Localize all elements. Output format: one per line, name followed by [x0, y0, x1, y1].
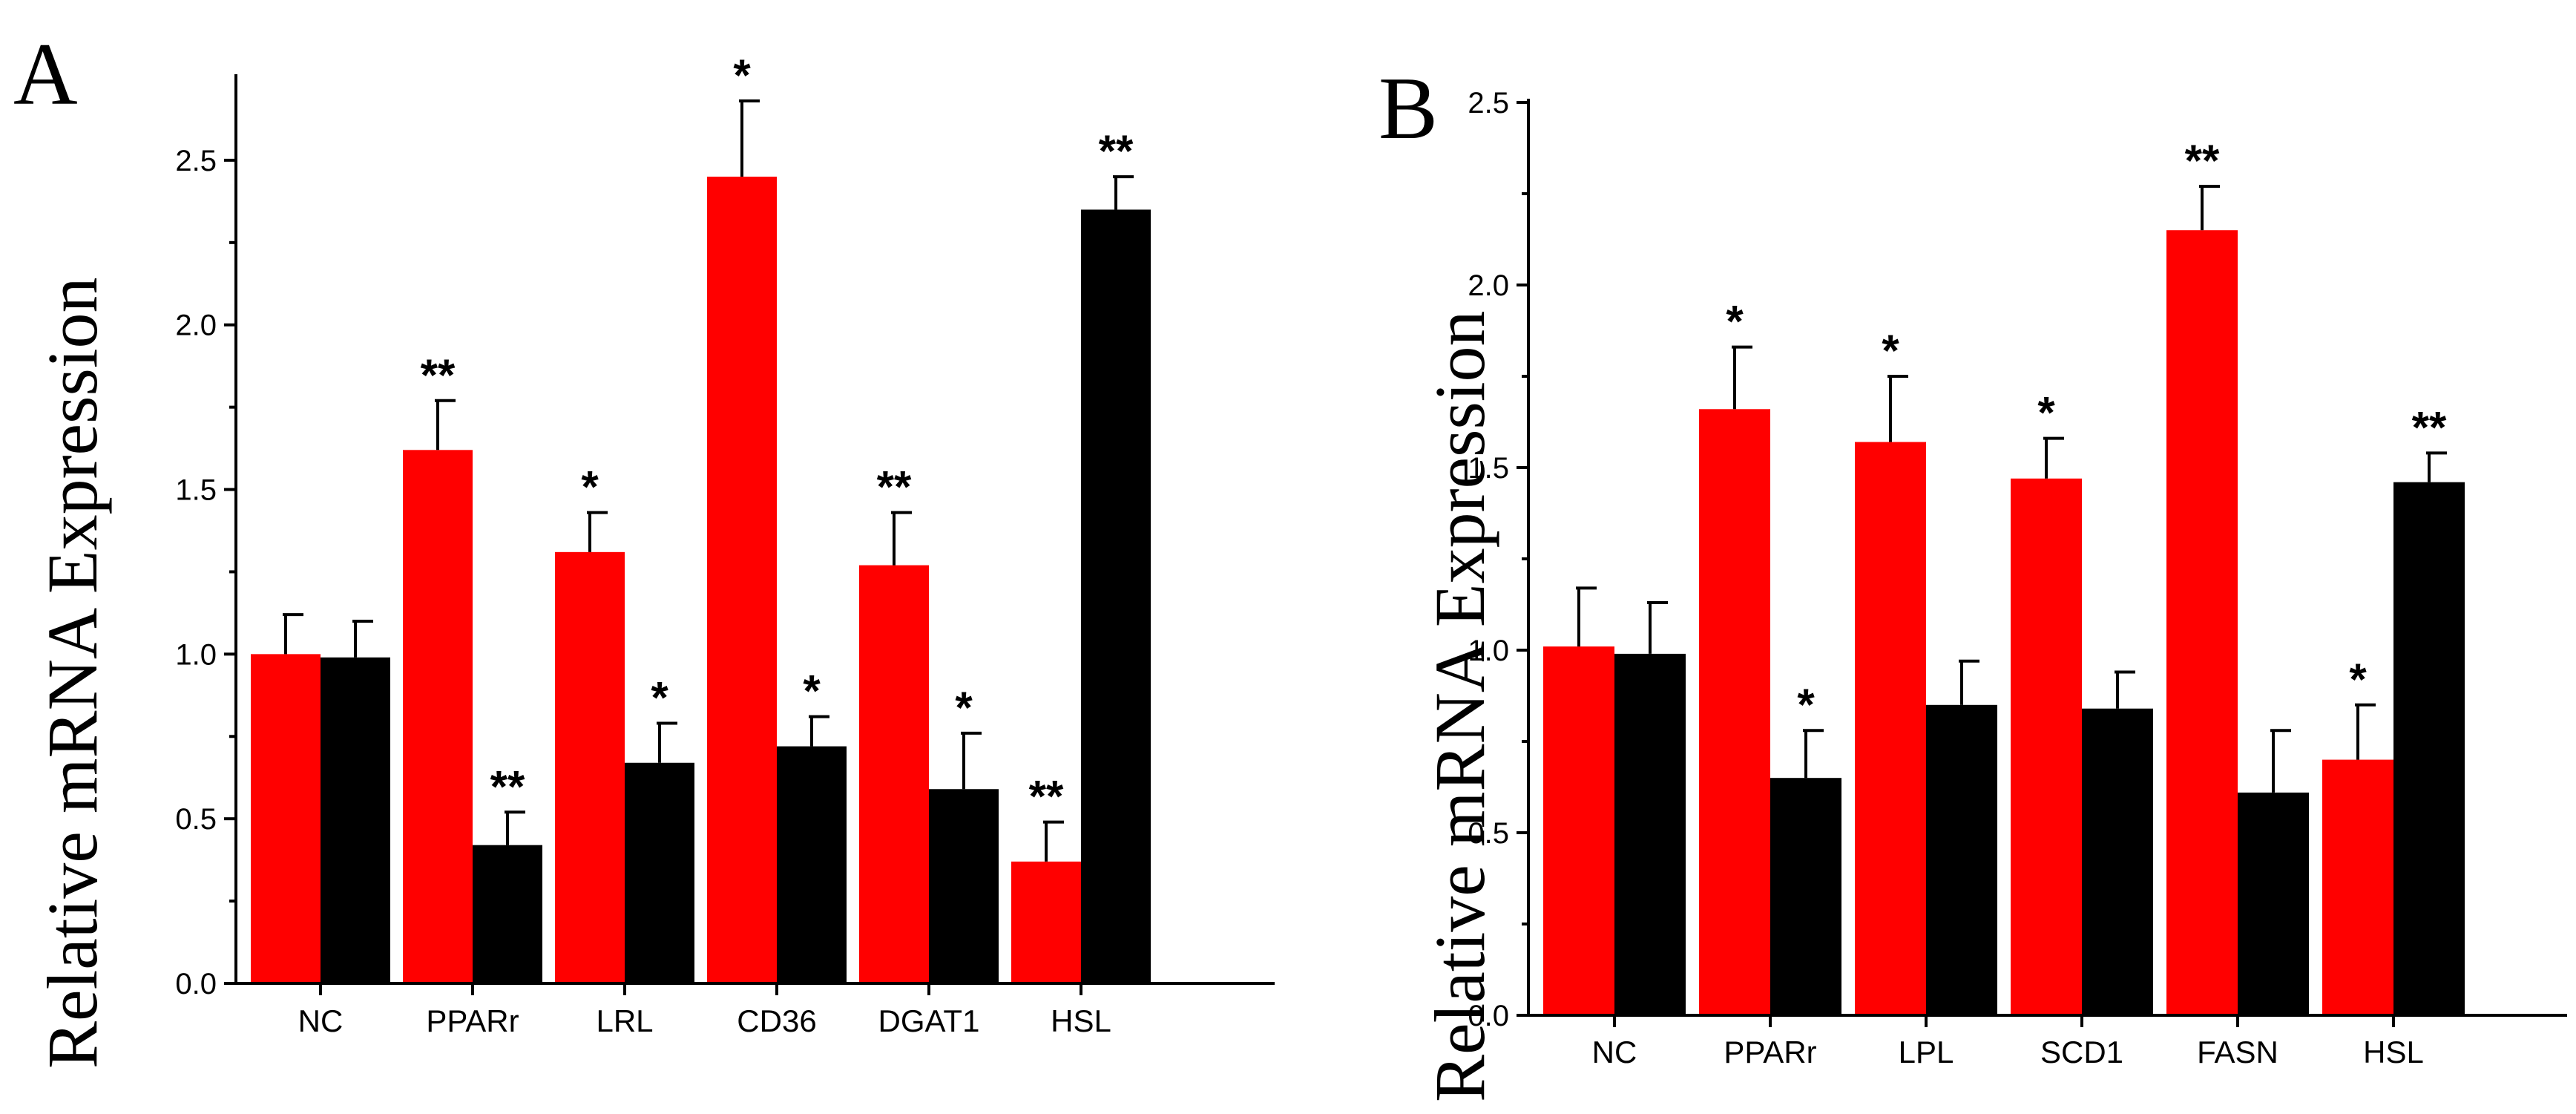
bar-dgat1-series-2 — [929, 789, 999, 983]
x-tick-label-dgat1: DGAT1 — [878, 1003, 980, 1038]
y-tick-label: 0.0 — [175, 968, 217, 1000]
bar-scd1-series-2 — [2082, 708, 2153, 1015]
significance-pparr-series-2: * — [1797, 680, 1815, 730]
bar-nc-series-1 — [251, 654, 321, 983]
significance-dgat1-series-2: * — [955, 683, 973, 733]
bar-hsl-series-1 — [2322, 759, 2393, 1015]
x-tick-label-nc: NC — [298, 1003, 344, 1038]
significance-pparr-series-1: * — [1726, 297, 1744, 347]
bar-lpl-series-1 — [1855, 442, 1926, 1015]
bar-pparr-series-2 — [1770, 778, 1841, 1015]
x-tick-label-pparr: PPARr — [1724, 1035, 1816, 1069]
bar-hsl-series-2 — [2393, 482, 2465, 1015]
significance-cd36-series-2: * — [803, 666, 821, 716]
y-axis-label-b: Relative mRNA Expression — [1420, 310, 1499, 1102]
significance-hsl-series-1: * — [2349, 655, 2367, 704]
x-tick-label-fasn: FASN — [2197, 1035, 2278, 1069]
x-tick-label-hsl: HSL — [1051, 1003, 1111, 1038]
bar-cd36-series-1 — [707, 177, 777, 983]
bar-lpl-series-2 — [1926, 704, 1997, 1015]
significance-hsl-series-2: ** — [1099, 126, 1134, 176]
x-tick-label-lpl: LPL — [1899, 1035, 1954, 1069]
significance-lrl-series-1: * — [581, 462, 599, 512]
y-tick-label: 2.0 — [175, 309, 217, 342]
significance-cd36-series-1: * — [733, 50, 751, 100]
bar-pparr-series-1 — [403, 450, 473, 983]
x-tick-label-pparr: PPARr — [426, 1003, 519, 1038]
y-tick-label: 1.5 — [175, 474, 217, 507]
significance-lrl-series-2: * — [651, 673, 668, 723]
y-tick-label: 0.0 — [1468, 1000, 1509, 1032]
bar-pparr-series-1 — [1699, 409, 1770, 1015]
y-tick-label: 2.5 — [175, 145, 217, 177]
significance-pparr-series-1: ** — [421, 350, 456, 400]
bar-fasn-series-1 — [2166, 230, 2238, 1016]
significance-hsl-series-2: ** — [2412, 402, 2447, 452]
y-tick-label: 2.0 — [1468, 269, 1509, 302]
x-tick-label-lrl: LRL — [596, 1003, 653, 1038]
significance-pparr-series-2: ** — [490, 761, 525, 811]
y-tick-label: 0.5 — [1468, 817, 1509, 850]
y-tick-label: 1.5 — [1468, 452, 1509, 485]
panel-letter-b: B — [1379, 59, 1438, 157]
x-tick-label-cd36: CD36 — [737, 1003, 816, 1038]
y-tick-label: 2.5 — [1468, 87, 1509, 119]
x-tick-label-scd1: SCD1 — [2040, 1035, 2123, 1069]
bar-pparr-series-2 — [473, 845, 542, 983]
x-tick-label-hsl: HSL — [2363, 1035, 2424, 1069]
bar-lrl-series-2 — [625, 762, 694, 983]
bar-scd1-series-1 — [2011, 478, 2082, 1015]
bar-nc-series-1 — [1543, 646, 1614, 1015]
significance-scd1-series-1: * — [2037, 388, 2055, 438]
x-tick-label-nc: NC — [1592, 1035, 1637, 1069]
y-axis-label-a: Relative mRNA Expression — [33, 277, 112, 1069]
y-tick-label: 0.5 — [175, 803, 217, 836]
y-tick-label: 1.0 — [1468, 635, 1509, 667]
significance-dgat1-series-1: ** — [877, 462, 912, 512]
bar-fasn-series-2 — [2238, 792, 2309, 1015]
bar-hsl-series-1 — [1011, 861, 1081, 983]
chart-panel-a: A Relative mRNA Expression NC****PPARr**… — [13, 24, 1275, 1069]
significance-hsl-series-1: ** — [1029, 772, 1064, 822]
y-tick-label: 1.0 — [175, 638, 217, 671]
bar-dgat1-series-1 — [859, 565, 929, 983]
bar-nc-series-2 — [1614, 653, 1686, 1015]
bar-cd36-series-2 — [777, 746, 847, 983]
chart-panel-b: B Relative mRNA Expression NC**PPARr*LPL… — [1379, 59, 2567, 1102]
bar-lrl-series-1 — [555, 551, 625, 983]
bar-nc-series-2 — [321, 657, 390, 983]
significance-lpl-series-1: * — [1882, 326, 1899, 376]
significance-fasn-series-1: ** — [2185, 136, 2220, 186]
panel-letter-a: A — [13, 24, 78, 123]
bar-hsl-series-2 — [1081, 209, 1151, 983]
